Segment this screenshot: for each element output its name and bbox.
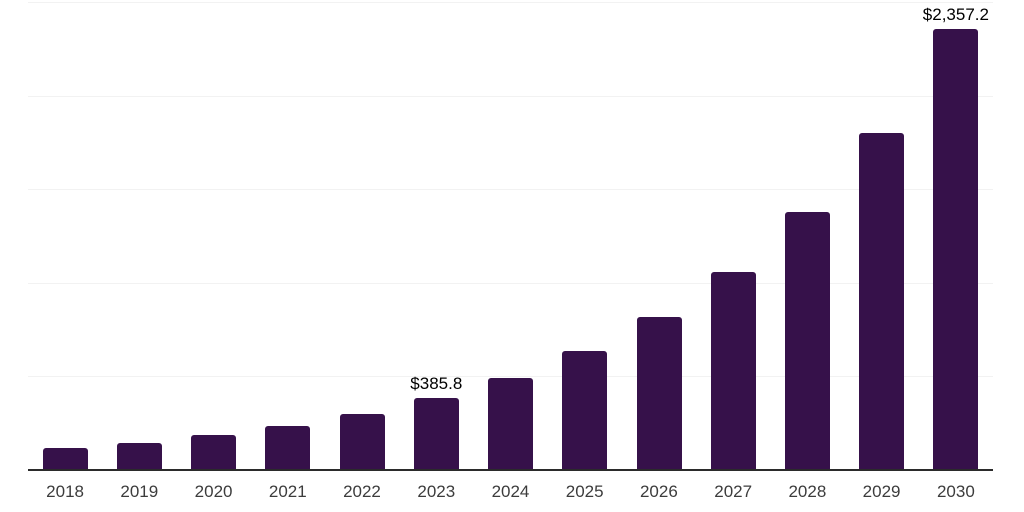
bar-2029 [859, 132, 905, 470]
bar-2022 [339, 413, 385, 470]
bar-2026 [636, 317, 682, 470]
x-tick-2021: 2021 [268, 482, 307, 501]
gridline-1000 [28, 282, 993, 284]
bar-2023 [413, 397, 459, 470]
gridline-500 [28, 376, 993, 378]
gridline-2000 [28, 95, 993, 97]
x-tick-2018: 2018 [46, 482, 84, 501]
x-tick-2027: 2027 [714, 482, 753, 501]
x-tick-2030: 2030 [936, 482, 975, 501]
data-label-2030: $2,357.2 [922, 4, 989, 24]
data-label-2023: $385.8 [410, 373, 463, 393]
x-tick-2029: 2029 [862, 482, 901, 501]
x-tick-2019: 2019 [120, 482, 159, 501]
bar-2018 [42, 448, 88, 470]
x-tick-2023: 2023 [417, 482, 456, 501]
bar-2020 [191, 435, 237, 470]
x-tick-2022: 2022 [343, 482, 381, 501]
bar-2030 [933, 28, 979, 470]
x-tick-2026: 2026 [639, 482, 678, 501]
bar-2021 [265, 426, 311, 470]
x-tick-2025: 2025 [565, 482, 604, 501]
bar-2019 [116, 443, 162, 470]
bar-2024 [488, 378, 533, 470]
gridline-2500 [28, 2, 993, 3]
gridline-1500 [28, 189, 993, 191]
x-tick-2028: 2028 [788, 482, 827, 501]
x-tick-2024: 2024 [491, 482, 530, 501]
x-tick-2020: 2020 [194, 482, 233, 501]
bar-2025 [562, 351, 608, 470]
x-axis-line [28, 469, 993, 471]
bar-2027 [710, 272, 756, 470]
bar-2028 [784, 212, 830, 470]
